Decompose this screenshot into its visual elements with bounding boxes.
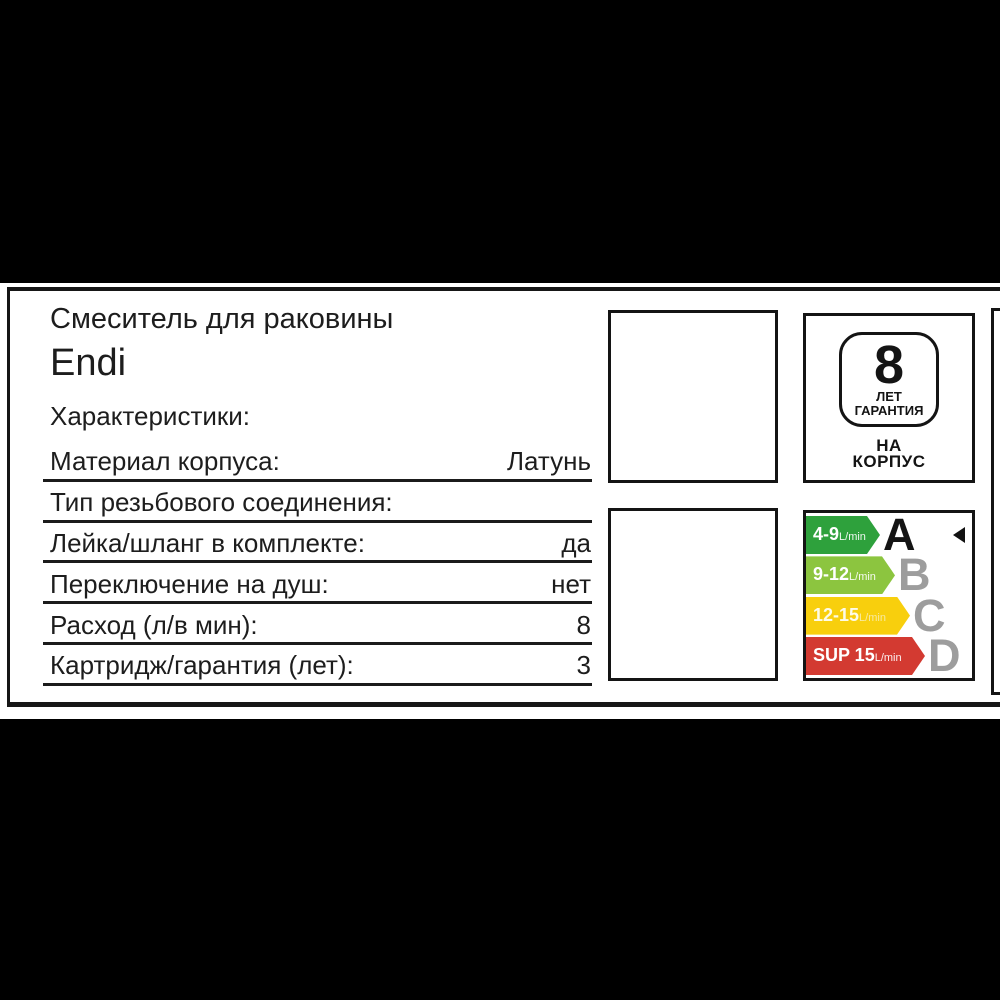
flow-grade-row-d: SUP 15 L/min D: [806, 629, 972, 681]
flow-arrow-a: 4-9 L/min: [806, 516, 880, 554]
frame-bottom-rule: [7, 702, 1000, 707]
spec-table: Материал корпуса: Латунь Тип резьбового …: [43, 441, 592, 686]
flow-arrow-c: 12-15 L/min: [806, 597, 910, 635]
spec-value: да: [561, 527, 591, 558]
spec-row-shower-switch: Переключение на душ: нет: [43, 563, 592, 605]
flow-range: 12-15: [813, 604, 860, 625]
spec-label: Переключение на душ:: [50, 568, 329, 599]
characteristics-heading: Характеристики:: [50, 401, 251, 431]
spec-row-material: Материал корпуса: Латунь: [43, 441, 592, 482]
spec-value: Латунь: [506, 446, 591, 477]
flow-unit: L/min: [874, 651, 902, 664]
grade-letter-a: A: [883, 509, 916, 560]
spec-value: 8: [576, 609, 591, 640]
flow-rate-label: 4-9 L/min A 9-12 L/min B 12-15 L/min C SUP …: [803, 510, 975, 681]
spec-label: Картридж/гарантия (лет):: [50, 650, 354, 681]
spec-label: Лейка/шланг в комплекте:: [50, 527, 365, 558]
warranty-years-unit: ЛЕТ: [876, 389, 902, 404]
product-image-placeholder-2: [608, 508, 778, 681]
flow-unit: L/min: [859, 611, 886, 624]
warranty-years: 8: [873, 335, 905, 395]
product-image-placeholder-1: [608, 310, 778, 483]
flow-range: SUP 15: [813, 644, 875, 665]
flow-range: 9-12: [813, 564, 850, 585]
spec-value: 3: [576, 650, 591, 681]
flow-grade-row-a: 4-9 L/min A: [806, 509, 972, 560]
spec-row-flow-rate: Расход (л/в мин): 8: [43, 604, 592, 646]
warranty-badge: 8 ЛЕТ ГАРАНТИЯ НА КОРПУС: [803, 313, 975, 483]
spec-row-cartridge-warranty: Картридж/гарантия (лет): 3: [43, 645, 592, 686]
warranty-scope-line1: НА: [876, 436, 902, 455]
flow-grade-row-c: 12-15 L/min C: [806, 589, 972, 641]
cropped-right-box: [991, 308, 1000, 695]
flow-grade-row-b: 9-12 L/min B: [806, 549, 972, 601]
flow-arrow-d: SUP 15 L/min: [806, 637, 925, 675]
spec-value: нет: [551, 568, 591, 599]
warranty-word: ГАРАНТИЯ: [854, 403, 924, 418]
flow-arrow-b: 9-12 L/min: [806, 556, 895, 594]
spec-row-thread-type: Тип резьбового соединения:: [43, 482, 592, 523]
warranty-scope-line2: КОРПУС: [852, 452, 926, 471]
flow-unit: L/min: [849, 571, 876, 584]
flow-unit: L/min: [839, 531, 866, 543]
spec-row-hose-included: Лейка/шланг в комплекте: да: [43, 523, 592, 564]
grade-letter-c: C: [913, 589, 946, 641]
product-model: Endi: [50, 342, 127, 384]
spec-card-panel: Смеситель для раковины Endi Характеристи…: [0, 283, 1000, 719]
spec-label: Материал корпуса:: [50, 446, 280, 477]
frame-top-rule: [7, 287, 1000, 291]
warranty-scope: НА КОРПУС: [806, 436, 972, 471]
selected-grade-pointer-icon: [953, 527, 965, 543]
flow-range: 4-9: [813, 524, 840, 544]
frame-left-rule: [7, 287, 10, 707]
product-category: Смеситель для раковины: [50, 303, 394, 335]
grade-letter-d: D: [928, 629, 961, 681]
spec-label: Расход (л/в мин):: [50, 609, 258, 640]
warranty-badge-square: 8 ЛЕТ ГАРАНТИЯ: [839, 332, 939, 427]
grade-letter-b: B: [898, 549, 931, 601]
spec-label: Тип резьбового соединения:: [50, 487, 393, 518]
